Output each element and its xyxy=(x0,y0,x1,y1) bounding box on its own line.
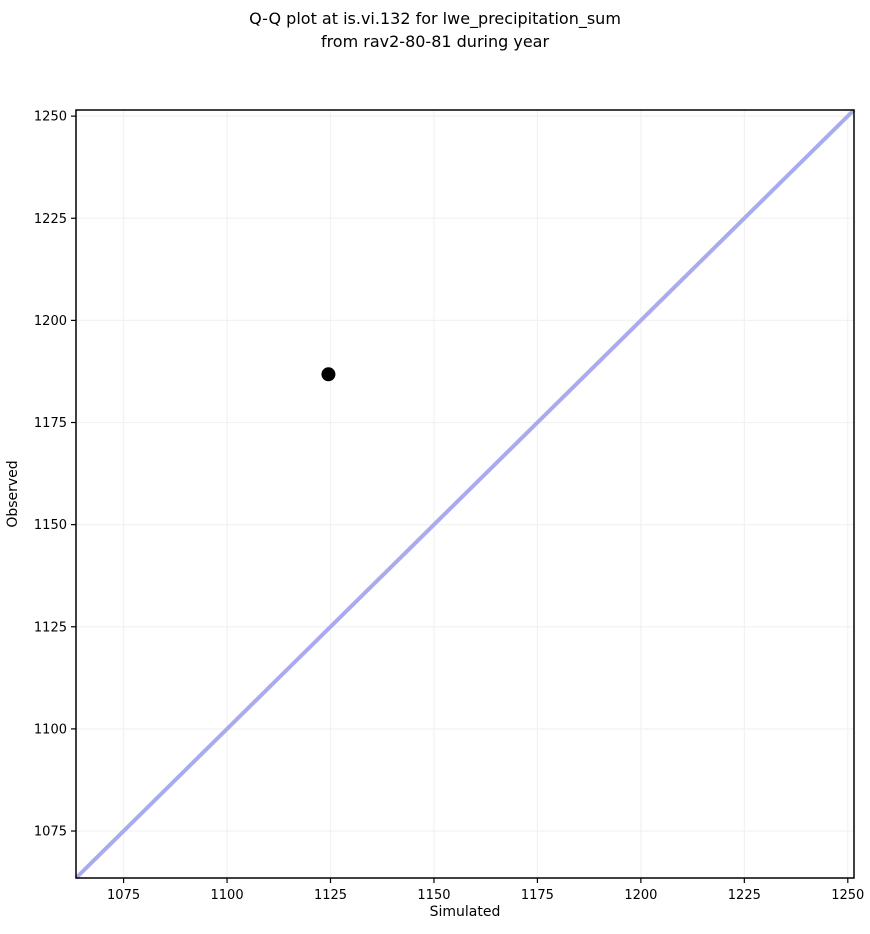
x-tick-label: 1075 xyxy=(107,888,140,903)
y-tick-label: 1250 xyxy=(34,110,67,125)
x-tick-label: 1100 xyxy=(211,888,244,903)
y-tick-label: 1100 xyxy=(34,722,67,737)
x-tick-label: 1150 xyxy=(417,888,450,903)
plot-border xyxy=(75,109,855,879)
quantile-points-marker xyxy=(321,367,336,382)
y-tick-label: 1125 xyxy=(34,620,67,635)
x-tick-label: 1200 xyxy=(624,888,657,903)
y-tick-label: 1225 xyxy=(34,212,67,227)
series-layer xyxy=(74,108,856,880)
chart-title-line-1: Q-Q plot at is.vi.132 for lwe_precipitat… xyxy=(249,9,621,28)
grid-layer xyxy=(76,110,854,878)
y-tick-label: 1150 xyxy=(34,518,67,533)
y-tick-label: 1075 xyxy=(34,825,67,840)
axes-layer: 1075 1100 1125 1150 1175 1200 1225 1250 1075 1100… xyxy=(34,109,864,903)
x-tick-label: 1225 xyxy=(728,888,761,903)
x-axis-label: Simulated xyxy=(430,904,501,920)
identity-line xyxy=(74,108,856,880)
chart-title: Q-Q plot at is.vi.132 for lwe_precipitat… xyxy=(0,7,870,53)
x-tick-label: 1125 xyxy=(314,888,347,903)
x-tick-label: 1175 xyxy=(521,888,554,903)
y-tick-label: 1200 xyxy=(34,314,67,329)
y-tick-label: 1175 xyxy=(34,416,67,431)
x-tick-label: 1250 xyxy=(831,888,864,903)
chart-title-line-2: from rav2-80-81 during year xyxy=(320,32,550,51)
y-axis-label: Observed xyxy=(5,460,21,527)
